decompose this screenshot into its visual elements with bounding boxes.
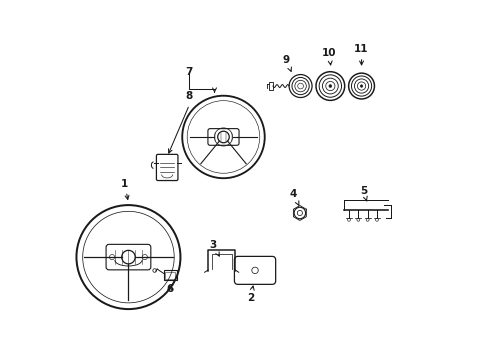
Bar: [269, 82, 273, 90]
Text: 11: 11: [354, 44, 369, 65]
Circle shape: [329, 85, 332, 87]
Text: 2: 2: [247, 286, 254, 303]
Text: 7: 7: [186, 67, 193, 77]
Circle shape: [360, 85, 363, 87]
Text: 3: 3: [209, 239, 220, 256]
Text: 9: 9: [283, 55, 292, 71]
Text: 8: 8: [186, 91, 193, 101]
Text: 5: 5: [360, 186, 367, 201]
Bar: [164, 270, 177, 280]
Text: 10: 10: [322, 48, 337, 65]
Bar: [166, 272, 175, 279]
Text: 4: 4: [290, 189, 299, 205]
Text: 1: 1: [121, 179, 129, 199]
Text: 6: 6: [166, 284, 173, 294]
